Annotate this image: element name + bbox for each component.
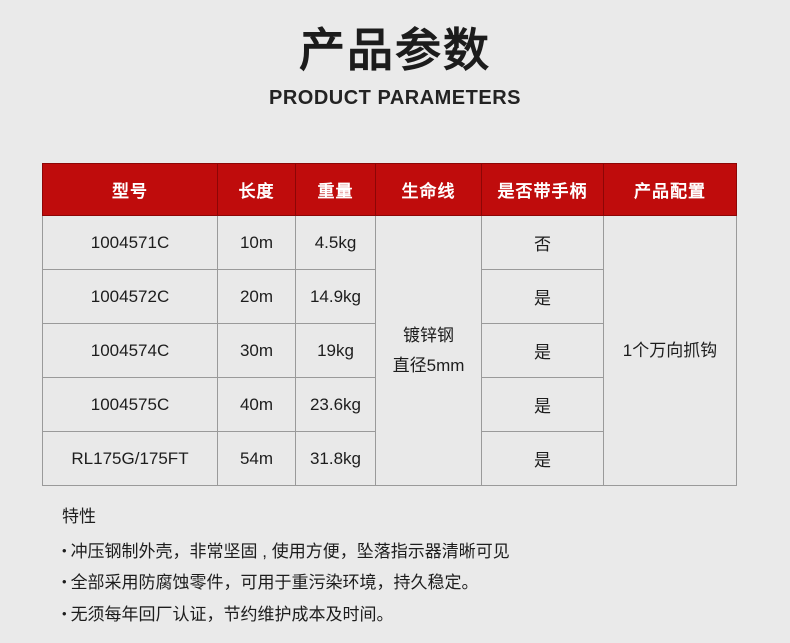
list-item: • 冲压钢制外壳，非常坚固 , 使用方便，坠落指示器清晰可见 [62,538,762,566]
lifeline-line-1: 镀锌钢 [403,325,454,345]
page-header: 产品参数 PRODUCT PARAMETERS [0,24,790,110]
table-row: RL175G/175FT 54m 31.8kg 是 [42,431,737,486]
cell-handle: 是 [481,323,604,378]
cell-length: 40m [217,377,296,432]
cell-weight: 4.5kg [295,215,376,270]
cell-model: 1004572C [42,269,218,324]
column-header-handle: 是否带手柄 [481,163,604,216]
cell-weight: 31.8kg [295,431,376,486]
column-header-model: 型号 [42,163,218,216]
spec-table-container: 型号 长度 重量 生命线 是否带手柄 产品配置 1004571C 10m 4.5… [42,163,737,486]
cell-lifeline-merged: 镀锌钢 直径5mm [375,215,482,486]
feature-text: 全部采用防腐蚀零件，可用于重污染环境，持久稳定。 [70,573,479,593]
table-header: 型号 长度 重量 生命线 是否带手柄 产品配置 [42,163,737,216]
cell-handle: 是 [481,377,604,432]
bullet-icon: • [62,574,67,590]
cell-length: 54m [217,431,296,486]
feature-text: 无须每年回厂认证，节约维护成本及时间。 [70,604,394,624]
cell-model: 1004574C [42,323,218,378]
list-item: • 无须每年回厂认证，节约维护成本及时间。 [62,601,762,629]
cell-length: 20m [217,269,296,324]
cell-weight: 14.9kg [295,269,376,324]
list-item: • 全部采用防腐蚀零件，可用于重污染环境，持久稳定。 [62,569,762,597]
cell-length: 10m [217,215,296,270]
column-header-config: 产品配置 [603,163,737,216]
table-row: 1004572C 20m 14.9kg 是 [42,269,737,324]
cell-length: 30m [217,323,296,378]
bullet-icon: • [62,605,67,621]
table-body: 1004571C 10m 4.5kg 镀锌钢 直径5mm 否 1个万向抓钩 10… [42,215,737,486]
column-header-lifeline: 生命线 [375,163,482,216]
features-section: 特性 • 冲压钢制外壳，非常坚固 , 使用方便，坠落指示器清晰可见 • 全部采用… [62,505,762,632]
cell-handle: 否 [481,215,604,270]
bullet-icon: • [62,542,67,558]
table-header-row: 型号 长度 重量 生命线 是否带手柄 产品配置 [42,163,737,216]
column-header-weight: 重量 [295,163,376,216]
cell-handle: 是 [481,269,604,324]
cell-config-merged: 1个万向抓钩 [603,215,737,486]
column-header-length: 长度 [217,163,296,216]
cell-weight: 19kg [295,323,376,378]
page-title: 产品参数 [299,24,491,76]
cell-handle: 是 [481,431,604,486]
cell-weight: 23.6kg [295,377,376,432]
product-spec-table: 型号 长度 重量 生命线 是否带手柄 产品配置 1004571C 10m 4.5… [42,163,737,486]
cell-model: 1004571C [42,215,218,270]
table-row: 1004574C 30m 19kg 是 [42,323,737,378]
cell-model: RL175G/175FT [42,431,218,486]
table-row: 1004571C 10m 4.5kg 镀锌钢 直径5mm 否 1个万向抓钩 [42,215,737,486]
page-subtitle: PRODUCT PARAMETERS [269,86,521,109]
table-row: 1004575C 40m 23.6kg 是 [42,377,737,432]
feature-text: 冲压钢制外壳，非常坚固 , 使用方便，坠落指示器清晰可见 [70,541,510,561]
cell-model: 1004575C [42,377,218,432]
lifeline-line-2: 直径5mm [392,355,465,375]
features-title: 特性 [62,507,96,526]
